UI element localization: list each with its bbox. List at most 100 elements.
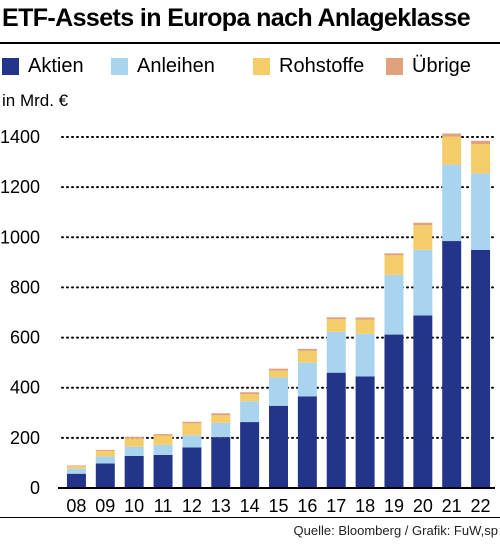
bar-segment-brige-14	[240, 392, 260, 395]
bar-segment-brige-21	[442, 133, 462, 137]
bar-segment-aktien-14	[240, 422, 260, 488]
bar-segment-brige-17	[326, 317, 346, 320]
legend-item-anleihen: Anleihen	[111, 55, 215, 78]
bar-segment-aktien-10	[124, 455, 144, 488]
bar-segment-anleihen-20	[413, 249, 433, 316]
bar-segment-brige-12	[182, 421, 202, 424]
bar-segment-aktien-09	[95, 463, 115, 488]
y-tick-label: 200	[10, 428, 40, 448]
x-tick-label: 10	[124, 496, 144, 516]
y-tick-label: 1000	[0, 227, 40, 247]
bar-segment-aktien-19	[384, 334, 404, 488]
top-rule	[0, 42, 500, 44]
bar-segment-aktien-08	[66, 473, 86, 488]
x-tick-label: 13	[211, 496, 231, 516]
legend-label-anleihen: Anleihen	[137, 55, 215, 77]
bar-segment-brige-18	[355, 317, 375, 320]
x-tick-label: 18	[355, 496, 375, 516]
bar-segment-rohstoffe-17	[326, 319, 346, 332]
bar-segment-rohstoffe-20	[413, 225, 433, 250]
bar-segment-anleihen-22	[471, 173, 491, 250]
bar-segment-anleihen-11	[153, 444, 173, 455]
x-tick-label: 16	[297, 496, 317, 516]
bar-segment-aktien-21	[442, 241, 462, 488]
bar-segment-rohstoffe-19	[384, 255, 404, 275]
x-tick-label: 14	[240, 496, 260, 516]
source-note: Quelle: Bloomberg / Grafik: FuW,sp	[293, 523, 498, 538]
x-tick-label: 15	[268, 496, 288, 516]
bar-segment-aktien-22	[471, 249, 491, 488]
bar-segment-brige-19	[384, 253, 404, 256]
bar-segment-aktien-15	[269, 405, 288, 488]
chart-legend: Aktien Anleihen Rohstoffe Übrige	[0, 55, 500, 81]
bar-segment-aktien-16	[297, 396, 317, 488]
x-tick-label: 11	[154, 496, 173, 516]
bar-segment-rohstoffe-10	[124, 438, 144, 447]
bar-segment-brige-16	[297, 348, 317, 351]
legend-label-uebrige: Übrige	[412, 55, 471, 77]
y-tick-label: 400	[10, 378, 40, 398]
bar-segment-brige-15	[269, 368, 288, 371]
x-tick-label: 22	[471, 496, 491, 516]
legend-swatch-anleihen	[111, 58, 128, 75]
legend-label-aktien: Aktien	[28, 55, 84, 77]
bar-segment-brige-13	[211, 413, 231, 416]
bar-segment-rohstoffe-13	[211, 415, 231, 423]
y-axis-unit-label: in Mrd. €	[2, 91, 69, 110]
bar-segment-anleihen-12	[182, 435, 202, 448]
y-tick-label: 600	[10, 328, 40, 348]
bar-segment-rohstoffe-21	[442, 136, 462, 165]
bar-segment-rohstoffe-15	[269, 370, 288, 378]
bar-segment-brige-09	[95, 449, 115, 451]
bar-segment-anleihen-08	[66, 468, 86, 474]
bar-segment-anleihen-10	[124, 446, 144, 456]
legend-swatch-aktien	[2, 58, 19, 75]
x-tick-label: 19	[384, 496, 404, 516]
bottom-rule	[0, 517, 500, 518]
legend-label-rohstoffe: Rohstoffe	[279, 55, 365, 77]
bar-segment-brige-22	[471, 140, 491, 145]
bar-segment-anleihen-18	[355, 333, 375, 377]
bar-segment-anleihen-14	[240, 401, 260, 423]
bar-segment-rohstoffe-14	[240, 394, 260, 402]
bar-segment-anleihen-19	[384, 274, 404, 335]
x-tick-label: 08	[66, 496, 86, 516]
y-tick-label: 1200	[0, 177, 40, 197]
y-tick-label: 800	[10, 277, 40, 297]
x-tick-label: 12	[182, 496, 202, 516]
bar-segment-rohstoffe-22	[471, 144, 491, 174]
bar-segment-rohstoffe-11	[153, 435, 173, 445]
legend-item-aktien: Aktien	[2, 55, 84, 78]
bar-segment-aktien-13	[211, 437, 231, 488]
bar-segment-rohstoffe-18	[355, 319, 375, 334]
legend-item-rohstoffe: Rohstoffe	[253, 55, 364, 78]
y-tick-label: 1400	[0, 127, 40, 147]
bar-segment-aktien-17	[326, 372, 346, 488]
bar-segment-brige-11	[153, 434, 173, 436]
x-tick-label: 17	[326, 496, 346, 516]
bar-segment-rohstoffe-16	[297, 350, 317, 363]
bar-segment-anleihen-09	[95, 456, 115, 464]
legend-swatch-uebrige	[386, 58, 403, 75]
bar-segment-anleihen-16	[297, 362, 317, 397]
bar-segment-rohstoffe-09	[95, 450, 115, 457]
y-tick-label: 0	[30, 478, 40, 498]
bar-segment-anleihen-13	[211, 422, 231, 438]
bar-segment-anleihen-21	[442, 164, 462, 242]
bar-segment-brige-10	[124, 436, 144, 439]
legend-item-uebrige: Übrige	[386, 55, 471, 78]
bar-segment-aktien-11	[153, 454, 173, 488]
bar-segment-rohstoffe-08	[66, 466, 86, 469]
bar-segment-brige-20	[413, 222, 433, 226]
bar-segment-aktien-20	[413, 315, 433, 488]
bar-segment-anleihen-15	[269, 377, 288, 406]
x-tick-label: 09	[95, 496, 115, 516]
bar-segment-aktien-12	[182, 447, 202, 488]
legend-swatch-rohstoffe	[253, 58, 270, 75]
bar-segment-aktien-18	[355, 376, 375, 488]
bar-segment-brige-08	[66, 465, 86, 467]
chart-title: ETF-Assets in Europa nach Anlageklasse	[2, 4, 471, 32]
bar-segment-anleihen-17	[326, 331, 346, 373]
x-tick-label: 20	[413, 496, 433, 516]
